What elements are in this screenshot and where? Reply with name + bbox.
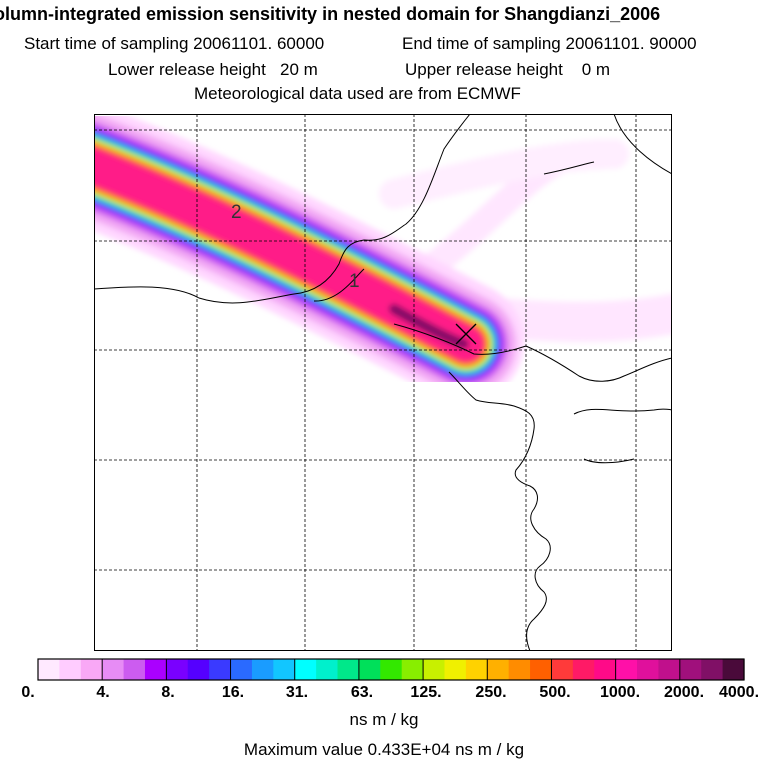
colorbar-units: ns m / kg	[349, 710, 419, 729]
colorbar-cell	[251, 659, 274, 680]
sensitivity-map: 2 1	[94, 114, 672, 651]
end-time-value: 20061101. 90000	[565, 34, 697, 53]
start-time-value: 20061101. 60000	[193, 34, 325, 53]
colorbar-cell	[166, 659, 189, 680]
colorbar-cell	[701, 659, 724, 680]
upper-release-label: Upper release height	[405, 60, 563, 79]
colorbar-tick-label: 16.	[221, 684, 245, 701]
contour-label-1: 1	[349, 271, 360, 292]
colorbar-tick-label: 500.	[539, 684, 571, 701]
contour-label-2: 2	[231, 202, 242, 223]
colorbar-tick-label: 4000.	[718, 684, 760, 701]
end-time: End time of sampling 20061101. 90000	[402, 34, 697, 54]
colorbar-cell	[38, 659, 60, 680]
colorbar-cell	[679, 659, 702, 680]
plot-title: olumn-integrated emission sensitivity in…	[0, 4, 661, 24]
colorbar-cell	[59, 659, 82, 680]
colorbar-tick-label: 2000.	[663, 684, 705, 701]
colorbar-cell	[209, 659, 232, 680]
colorbar-tick-label: 4.	[96, 684, 110, 701]
colorbar-tick-label: 125.	[410, 684, 442, 701]
colorbar-cell	[444, 659, 467, 680]
colorbar-cell	[273, 659, 296, 680]
colorbar-cell	[316, 659, 339, 680]
receptor-marker-icon	[455, 323, 477, 345]
colorbar-cell	[401, 659, 424, 680]
map-frame	[94, 114, 672, 651]
colorbar-cell	[551, 659, 574, 680]
maximum-value: Maximum value 0.433E+04 ns m / kg	[243, 740, 525, 759]
start-time-label: Start time of sampling	[24, 34, 189, 53]
colorbar	[37, 658, 745, 681]
colorbar-cell	[187, 659, 210, 680]
colorbar-cell	[487, 659, 510, 680]
colorbar-cell	[123, 659, 146, 680]
lower-release-label: Lower release height	[108, 60, 266, 79]
upper-release-height: Upper release height 0 m	[405, 60, 610, 80]
colorbar-cell	[102, 659, 125, 680]
coastlines	[94, 114, 672, 651]
colorbar-cell	[722, 659, 745, 680]
colorbar-cell	[508, 659, 531, 680]
colorbar-tick-label: 63.	[350, 684, 374, 701]
colorbar-cell	[337, 659, 360, 680]
colorbar-tick-marks	[101, 659, 681, 680]
colorbar-tick-label: 31.	[285, 684, 309, 701]
colorbar-cell	[423, 659, 446, 680]
colorbar-tick-label: 250.	[475, 684, 507, 701]
colorbar-cell	[530, 659, 553, 680]
colorbar-cell	[465, 659, 488, 680]
plume-field: 2 1	[94, 114, 672, 651]
lower-release-value: 20 m	[280, 60, 318, 79]
colorbar-cell	[358, 659, 381, 680]
colorbar-tick-label: 1000.	[599, 684, 641, 701]
upper-release-value: 0 m	[581, 60, 611, 79]
colorbar-tick-label: 0.	[21, 684, 35, 701]
colorbar-tick-label: 8.	[161, 684, 175, 701]
colorbar-cell	[594, 659, 617, 680]
end-time-label: End time of sampling	[402, 34, 561, 53]
colorbar-cell	[658, 659, 681, 680]
colorbar-cell	[144, 659, 167, 680]
colorbar-cell	[230, 659, 253, 680]
colorbar-cell	[80, 659, 103, 680]
colorbar-cell	[615, 659, 638, 680]
colorbar-frame	[37, 658, 745, 681]
colorbar-cell	[380, 659, 403, 680]
colorbar-cell	[294, 659, 317, 680]
colorbar-cells	[38, 659, 745, 680]
lat-lon-grid	[94, 114, 672, 651]
colorbar-cell	[637, 659, 660, 680]
colorbar-cell	[572, 659, 595, 680]
lower-release-height: Lower release height 20 m	[108, 60, 318, 80]
met-data-line: Meteorological data used are from ECMWF	[194, 84, 521, 103]
start-time: Start time of sampling 20061101. 60000	[24, 34, 324, 54]
